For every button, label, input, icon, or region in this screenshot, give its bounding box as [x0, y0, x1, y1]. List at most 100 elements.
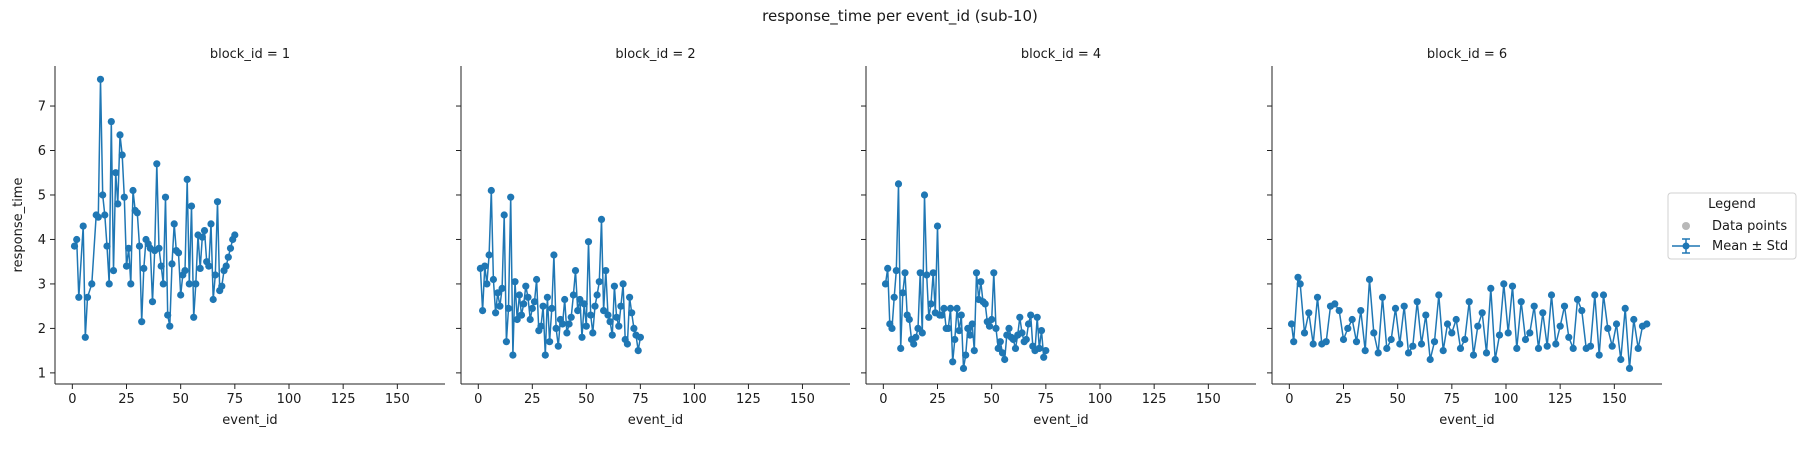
y-axis-label: response_time [11, 178, 26, 273]
legend-data-points-label: Data points [1712, 219, 1787, 234]
data-point [183, 175, 191, 183]
y-tick-label: 4 [38, 233, 46, 248]
data-point [1365, 275, 1374, 284]
data-point [1370, 329, 1378, 337]
x-tick-label: 0 [1285, 392, 1293, 407]
data-point [623, 340, 632, 348]
data-point [634, 347, 642, 355]
data-point [998, 349, 1007, 357]
data-point [1560, 302, 1569, 310]
data-point [593, 291, 601, 299]
data-point [533, 275, 541, 284]
data-point [888, 324, 896, 332]
data-point [1400, 302, 1408, 310]
data-point [1309, 340, 1317, 348]
data-point [636, 333, 645, 341]
data-point [1011, 344, 1020, 352]
data-point [910, 340, 918, 348]
data-point [571, 267, 580, 275]
data-point [927, 300, 935, 308]
data-point [148, 298, 157, 306]
data-point [1300, 329, 1309, 337]
data-point [513, 315, 521, 324]
data-point [1487, 284, 1495, 292]
data-point [73, 235, 81, 244]
data-point [1608, 342, 1616, 350]
data-point [884, 264, 892, 272]
data-point [107, 118, 115, 126]
x-tick-label: 75 [1444, 392, 1461, 407]
data-point [114, 200, 122, 208]
x-tick-label: 75 [632, 392, 649, 407]
data-point [520, 300, 528, 308]
data-point [964, 324, 972, 332]
data-point [1543, 342, 1551, 350]
data-point [1539, 309, 1547, 317]
data-point [185, 280, 193, 288]
data-point [944, 324, 952, 332]
data-point [524, 293, 532, 301]
data-point [550, 251, 558, 259]
data-point [101, 211, 109, 219]
data-point [1305, 309, 1313, 317]
data-point [1443, 320, 1452, 328]
x-tick-label: 125 [1548, 392, 1573, 407]
x-tick-label: 125 [331, 392, 356, 407]
data-point [949, 358, 957, 366]
data-point [1565, 333, 1573, 341]
data-point [1573, 295, 1582, 304]
data-point [1530, 302, 1538, 310]
data-point [1469, 351, 1478, 359]
data-point [1612, 320, 1621, 328]
panel-title: block_id = 4 [1021, 47, 1101, 62]
data-point [99, 191, 107, 199]
data-point [972, 269, 981, 277]
data-point [170, 220, 178, 228]
x-tick-label: 100 [682, 392, 707, 407]
panel-title: block_id = 6 [1427, 47, 1507, 62]
y-tick-label: 1 [38, 366, 46, 381]
data-point [1009, 335, 1017, 344]
data-point [996, 338, 1004, 346]
data-point [75, 293, 83, 301]
data-point [546, 338, 554, 346]
data-point [1417, 340, 1426, 348]
data-point [912, 333, 920, 341]
data-point [897, 344, 905, 352]
data-point [1482, 349, 1491, 357]
data-point [198, 233, 206, 241]
data-point [129, 186, 137, 195]
x-tick-label: 25 [1335, 392, 1352, 407]
data-point [522, 282, 530, 290]
data-point [1290, 338, 1298, 346]
x-tick-label: 150 [790, 392, 815, 407]
x-axis-label: event_id [628, 413, 683, 428]
data-point [79, 222, 87, 230]
data-point [155, 244, 163, 252]
data-point [530, 298, 539, 306]
x-tick-label: 25 [929, 392, 946, 407]
data-point [977, 278, 985, 286]
data-point [1404, 349, 1413, 357]
legend: Legend Data points Mean ± Std [1667, 192, 1797, 260]
data-point [1643, 320, 1651, 328]
data-point [892, 267, 900, 275]
data-point [161, 193, 170, 201]
data-point [584, 238, 593, 246]
legend-mean-std-label: Mean ± Std [1712, 239, 1788, 254]
data-point [487, 186, 495, 195]
data-point [953, 304, 961, 312]
data-point [940, 304, 948, 312]
data-point [105, 280, 113, 288]
data-point [1409, 342, 1417, 350]
data-point [1005, 324, 1013, 332]
data-point [164, 311, 172, 319]
x-tick-label: 50 [172, 392, 189, 407]
data-point [1335, 307, 1343, 315]
data-point [1040, 353, 1048, 361]
data-point [992, 324, 1000, 332]
data-point [1452, 315, 1460, 324]
data-point [103, 242, 111, 250]
data-point [224, 253, 232, 261]
x-tick-label: 100 [1088, 392, 1113, 407]
